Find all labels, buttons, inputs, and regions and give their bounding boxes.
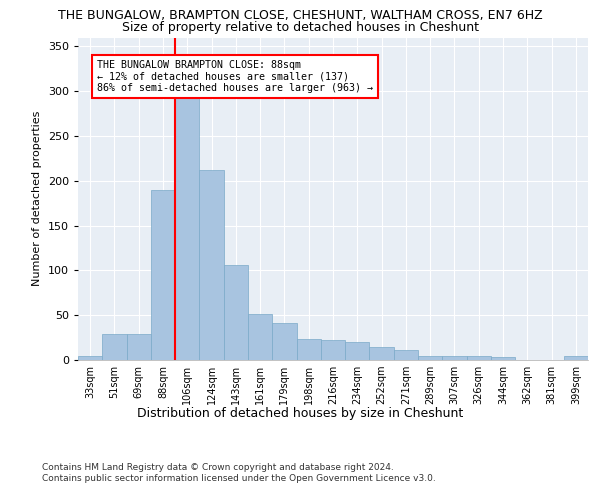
- Text: Contains HM Land Registry data © Crown copyright and database right 2024.: Contains HM Land Registry data © Crown c…: [42, 462, 394, 471]
- Y-axis label: Number of detached properties: Number of detached properties: [32, 111, 42, 286]
- Bar: [296, 340, 321, 360]
- Text: Distribution of detached houses by size in Cheshunt: Distribution of detached houses by size …: [137, 408, 463, 420]
- Bar: [418, 356, 442, 360]
- Bar: [564, 356, 588, 360]
- Bar: [394, 350, 418, 360]
- Bar: [491, 358, 515, 360]
- Text: Contains public sector information licensed under the Open Government Licence v3: Contains public sector information licen…: [42, 474, 436, 483]
- Text: THE BUNGALOW, BRAMPTON CLOSE, CHESHUNT, WALTHAM CROSS, EN7 6HZ: THE BUNGALOW, BRAMPTON CLOSE, CHESHUNT, …: [58, 9, 542, 22]
- Bar: [467, 356, 491, 360]
- Bar: [345, 342, 370, 360]
- Bar: [442, 356, 467, 360]
- Bar: [175, 96, 199, 360]
- Bar: [321, 340, 345, 360]
- Text: THE BUNGALOW BRAMPTON CLOSE: 88sqm
← 12% of detached houses are smaller (137)
86: THE BUNGALOW BRAMPTON CLOSE: 88sqm ← 12%…: [97, 60, 373, 93]
- Bar: [272, 324, 296, 360]
- Bar: [248, 314, 272, 360]
- Bar: [102, 334, 127, 360]
- Bar: [199, 170, 224, 360]
- Bar: [370, 346, 394, 360]
- Bar: [127, 334, 151, 360]
- Text: Size of property relative to detached houses in Cheshunt: Size of property relative to detached ho…: [121, 22, 479, 35]
- Bar: [224, 265, 248, 360]
- Bar: [151, 190, 175, 360]
- Bar: [78, 356, 102, 360]
